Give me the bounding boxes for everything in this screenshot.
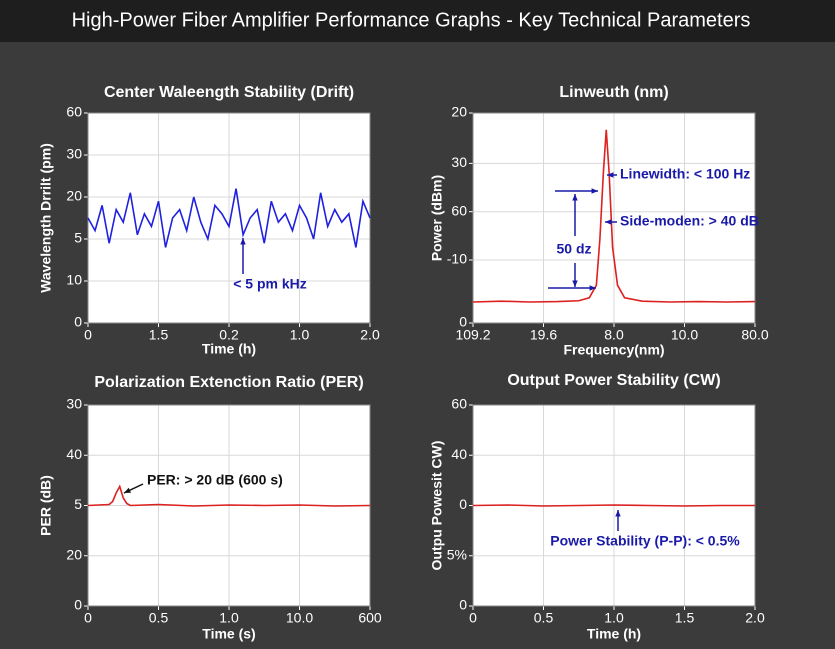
chart-title: Linweuth (nm)	[559, 84, 668, 101]
data-line	[472, 129, 756, 303]
x-tick-label: 0.2	[219, 327, 239, 343]
y-tick-label: 60	[66, 104, 82, 120]
chart-title: Polarization Extenction Ratio (PER)	[94, 374, 363, 391]
data-line	[87, 484, 371, 507]
y-tick-label: 30	[66, 146, 82, 162]
arrow-head	[124, 487, 131, 493]
arrow-head	[572, 280, 578, 287]
x-axis-label: Frequency(nm)	[563, 342, 664, 358]
y-tick-label: 5	[74, 496, 82, 512]
x-axis-label: Time (h)	[202, 341, 256, 357]
y-tick-label: 0	[459, 597, 467, 613]
arrow-head	[591, 188, 598, 194]
x-tick-label: 2.0	[745, 610, 765, 626]
y-tick-label: 20	[66, 188, 82, 204]
x-tick-label: 10.0	[671, 327, 698, 343]
x-tick-label: 1.5	[675, 610, 695, 626]
annotation: < 5 pm kHz	[233, 276, 307, 292]
y-axis-label: Wavelength Drrilt (pm)	[38, 143, 54, 293]
x-tick-label: 2.0	[360, 327, 380, 343]
y-tick-label: 0	[459, 314, 467, 330]
y-tick-label: 0	[74, 314, 82, 330]
x-tick-label: 8.0	[604, 327, 624, 343]
y-tick-label: 40	[451, 446, 467, 462]
annotation: PER: > 20 dB (600 s)	[147, 472, 283, 488]
y-tick-label: 5	[74, 230, 82, 246]
x-axis-label: Time (h)	[587, 626, 641, 642]
y-tick-label: 30	[66, 396, 82, 412]
x-tick-label: 109.2	[455, 327, 490, 343]
chart-title: Center Waleength Stability (Drift)	[104, 84, 354, 101]
y-tick-label: 0	[74, 597, 82, 613]
arrow-head	[240, 238, 246, 245]
y-axis-label: Power (dBm)	[429, 175, 445, 261]
x-tick-label: 0	[469, 610, 477, 626]
y-tick-label: 20	[451, 104, 467, 120]
y-tick-label: 60	[451, 396, 467, 412]
arrow-head	[572, 194, 578, 201]
x-tick-label: 1.0	[290, 327, 310, 343]
header-bar	[0, 0, 835, 42]
arrow-head	[589, 285, 596, 291]
plot-frame	[472, 112, 756, 324]
x-tick-label: 80.0	[741, 327, 768, 343]
y-tick-label: 10	[66, 272, 82, 288]
x-tick-label: 0.5	[149, 610, 169, 626]
annotation: Linewidth: < 100 Hz	[620, 166, 750, 182]
x-tick-label: 0.5	[534, 610, 554, 626]
y-tick-label: 60	[451, 202, 467, 218]
y-tick-label: 5%	[447, 546, 467, 562]
page-title: High-Power Fiber Amplifier Performance G…	[72, 9, 751, 31]
arrow-head	[615, 510, 621, 517]
data-line	[87, 188, 371, 248]
annotation: Side-moden: > 40 dB	[620, 213, 759, 229]
chart-title: Output Power Stability (CW)	[507, 372, 720, 389]
annotation: 50 dz	[556, 241, 591, 257]
arrow-head	[605, 219, 612, 225]
y-tick-label: 20	[66, 546, 82, 562]
x-tick-label: 0	[84, 610, 92, 626]
x-tick-label: 10.0	[286, 610, 313, 626]
annotation: Power Stability (P-P): < 0.5%	[550, 533, 740, 549]
y-tick-label: 0	[459, 496, 467, 512]
x-tick-label: 1.5	[149, 327, 169, 343]
arrow-head	[607, 172, 614, 178]
x-tick-label: 1.0	[219, 610, 239, 626]
y-axis-label: Outpu Powesit CW)	[429, 441, 445, 571]
y-axis-label: PER (dB)	[38, 475, 54, 536]
x-tick-label: 0	[84, 327, 92, 343]
x-tick-label: 19.6	[530, 327, 557, 343]
x-tick-label: 600	[358, 610, 382, 626]
data-line	[472, 504, 755, 507]
x-axis-label: Time (s)	[202, 626, 255, 642]
y-tick-label: -10	[447, 251, 467, 267]
y-tick-label: 40	[66, 446, 82, 462]
x-tick-label: 1.0	[604, 610, 624, 626]
y-tick-label: 30	[451, 154, 467, 170]
